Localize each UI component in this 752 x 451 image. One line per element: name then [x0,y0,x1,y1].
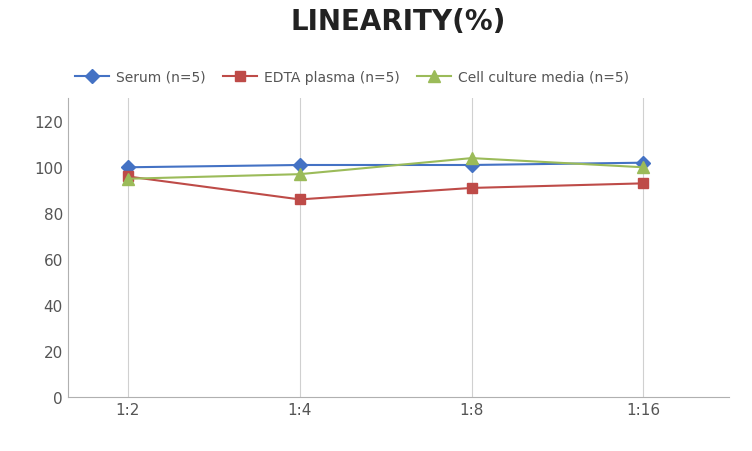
Title: LINEARITY(%): LINEARITY(%) [291,8,506,36]
Legend: Serum (n=5), EDTA plasma (n=5), Cell culture media (n=5): Serum (n=5), EDTA plasma (n=5), Cell cul… [74,70,629,84]
